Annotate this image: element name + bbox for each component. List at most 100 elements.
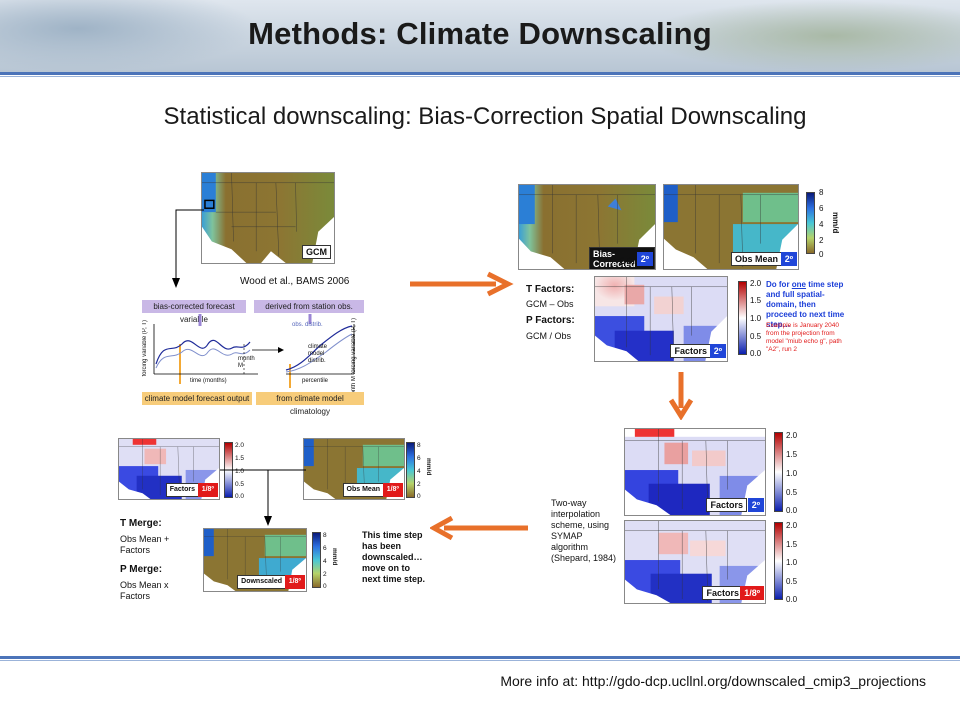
merge-obs-map: Obs Mean 1/8º bbox=[303, 438, 405, 500]
merge-factors-map: Factors 1/8º bbox=[118, 438, 220, 500]
precip-tick-2: 4 bbox=[819, 220, 824, 229]
slide-title: Methods: Climate Downscaling bbox=[248, 16, 712, 51]
ratio-tick-2: 1.0 bbox=[750, 314, 762, 323]
downscaled-tick-2: 4 bbox=[323, 558, 327, 565]
header-rule bbox=[0, 72, 960, 75]
downscaled-tick-4: 0 bbox=[323, 583, 327, 590]
merge-obs-tick-0: 8 bbox=[417, 442, 421, 449]
merge-ratio-tick-0: 2.0 bbox=[235, 442, 245, 449]
interp2-tick-0: 2.0 bbox=[786, 521, 798, 530]
merge-factors-tag: Factors bbox=[165, 483, 199, 497]
merge-obs-tick-2: 4 bbox=[417, 468, 421, 475]
downscaled-colorbar bbox=[312, 532, 321, 588]
y-axis-left-label: forcing variable (P, T) bbox=[142, 320, 148, 377]
obs-res-tag: 2º bbox=[780, 252, 797, 266]
interp-colorbar-1 bbox=[774, 432, 783, 512]
interp2-tick-4: 0.0 bbox=[786, 595, 798, 604]
factors-tag: Factors bbox=[670, 344, 711, 358]
gcm-map: GCM bbox=[201, 172, 335, 264]
merge-ratio-tick-2: 1.0 bbox=[235, 468, 245, 475]
interp-fine-factors-tag: Factors bbox=[702, 586, 743, 600]
gcm-res-tag: 2º bbox=[636, 252, 653, 266]
time-axis-label: time (months) bbox=[190, 378, 227, 384]
ratio-tick-0: 2.0 bbox=[750, 279, 762, 288]
interp-fine-tag: 1/8º bbox=[740, 586, 764, 600]
interp1-tick-4: 0.0 bbox=[786, 506, 798, 515]
factors-res-tag: 2º bbox=[709, 344, 726, 358]
footer-rule bbox=[0, 656, 960, 659]
merge-obs-tick-3: 2 bbox=[417, 481, 421, 488]
bams-citation: Wood et al., BAMS 2006 bbox=[240, 276, 350, 287]
downscaled-map: Downscaled 1/8º bbox=[203, 528, 307, 592]
percentile-axis-label: percentile bbox=[302, 378, 329, 384]
ratio-tick-3: 0.5 bbox=[750, 332, 762, 341]
interp1-tick-2: 1.0 bbox=[786, 469, 798, 478]
interp2-tick-1: 1.5 bbox=[786, 540, 798, 549]
merge-obs-tick-4: 0 bbox=[417, 493, 421, 500]
t-merge-desc: Obs Mean + Factors bbox=[120, 534, 170, 555]
merge-obs-unit: mm/d bbox=[425, 458, 432, 476]
p-factors-title: P Factors: bbox=[526, 315, 575, 326]
merge-connector bbox=[220, 469, 306, 526]
t-factors-title: T Factors: bbox=[526, 284, 575, 295]
footer-link[interactable]: More info at: http://gdo-dcp.ucllnl.org/… bbox=[500, 673, 926, 689]
obs-distrib-label: obs. distrib. bbox=[292, 322, 323, 328]
header-backdrop-left bbox=[0, 0, 260, 72]
merge-ratio-tick-4: 0.0 bbox=[235, 493, 245, 500]
interp-colorbar-2 bbox=[774, 522, 783, 600]
downscaled-tick-0: 8 bbox=[323, 532, 327, 539]
factors-map-2deg: Factors 2º bbox=[624, 428, 766, 516]
downscaled-tick-1: 6 bbox=[323, 545, 327, 552]
label-bias-corrected: bias-corrected forecast variable bbox=[142, 300, 246, 324]
bams-diagram: bias-corrected forecast variable derived… bbox=[142, 296, 364, 416]
factors-map-coarse: Factors 2º bbox=[594, 276, 728, 362]
gcm-map-tag: GCM bbox=[302, 245, 331, 259]
precip-unit: mm/d bbox=[831, 212, 840, 234]
gcm-tag: GCM bbox=[619, 256, 640, 266]
downscaled-tick-3: 2 bbox=[323, 571, 327, 578]
example-note: Example is January 2040 from the project… bbox=[766, 322, 842, 353]
merge-obs-tick-1: 6 bbox=[417, 455, 421, 462]
y-axis-right-label: month M forcing variable (P, T) bbox=[351, 318, 357, 400]
merge-ratio-tick-1: 1.5 bbox=[235, 455, 245, 462]
status-message: This time step has been downscaled… move… bbox=[362, 530, 426, 584]
precip-tick-0: 8 bbox=[819, 188, 824, 197]
interp2-tick-3: 0.5 bbox=[786, 577, 798, 586]
slide-subtitle: Statistical downscaling: Bias-Correction… bbox=[163, 103, 807, 130]
obs-mean-map: Obs Mean 2º bbox=[663, 184, 799, 270]
label-forecast-output: climate model forecast output bbox=[142, 392, 252, 405]
label-climatology: from climate model climatology bbox=[256, 392, 364, 416]
slide-header: Methods: Climate Downscaling bbox=[0, 0, 960, 72]
interp2-tick-2: 1.0 bbox=[786, 558, 798, 567]
merge-ratio-tick-3: 0.5 bbox=[235, 481, 245, 488]
interp1-tick-0: 2.0 bbox=[786, 431, 798, 440]
arrow-down-icon bbox=[668, 372, 694, 420]
precip-tick-3: 2 bbox=[819, 236, 824, 245]
merge-obs-colorbar bbox=[406, 442, 415, 498]
ratio-colorbar bbox=[738, 281, 747, 355]
interp-factors-tag: Factors bbox=[706, 498, 747, 512]
header-rule-thin bbox=[0, 76, 960, 77]
t-factors-desc: GCM – Obs bbox=[526, 299, 574, 309]
gcm-to-diagram-connector bbox=[172, 209, 204, 288]
bams-curves bbox=[153, 314, 355, 388]
interp-coarse-tag: 2º bbox=[747, 498, 764, 512]
merge-obs-res-tag: 1/8º bbox=[382, 483, 403, 497]
merge-factors-res-tag: 1/8º bbox=[197, 483, 218, 497]
footer-rule-thin bbox=[0, 660, 960, 661]
interp1-tick-1: 1.5 bbox=[786, 450, 798, 459]
procedure-note: Do for one time step and full spatial-do… bbox=[766, 280, 845, 329]
factors-map-fine: Factors 1/8º bbox=[624, 520, 766, 604]
downscaled-unit: mm/d bbox=[331, 548, 338, 566]
downscaled-tag: Downscaled bbox=[237, 575, 286, 589]
precip-tick-1: 6 bbox=[819, 204, 824, 213]
p-factors-desc: GCM / Obs bbox=[526, 331, 572, 341]
month-label: month M bbox=[238, 356, 255, 369]
arrow-left-icon bbox=[430, 515, 528, 541]
precip-tick-4: 0 bbox=[819, 250, 824, 259]
ratio-tick-1: 1.5 bbox=[750, 296, 762, 305]
p-merge-desc: Obs Mean x Factors bbox=[120, 580, 169, 601]
label-derived-station: derived from station obs. bbox=[254, 300, 364, 313]
bias-corrected-map: Bias-Corrected GCM 2º bbox=[518, 184, 656, 270]
precip-colorbar bbox=[806, 192, 815, 254]
